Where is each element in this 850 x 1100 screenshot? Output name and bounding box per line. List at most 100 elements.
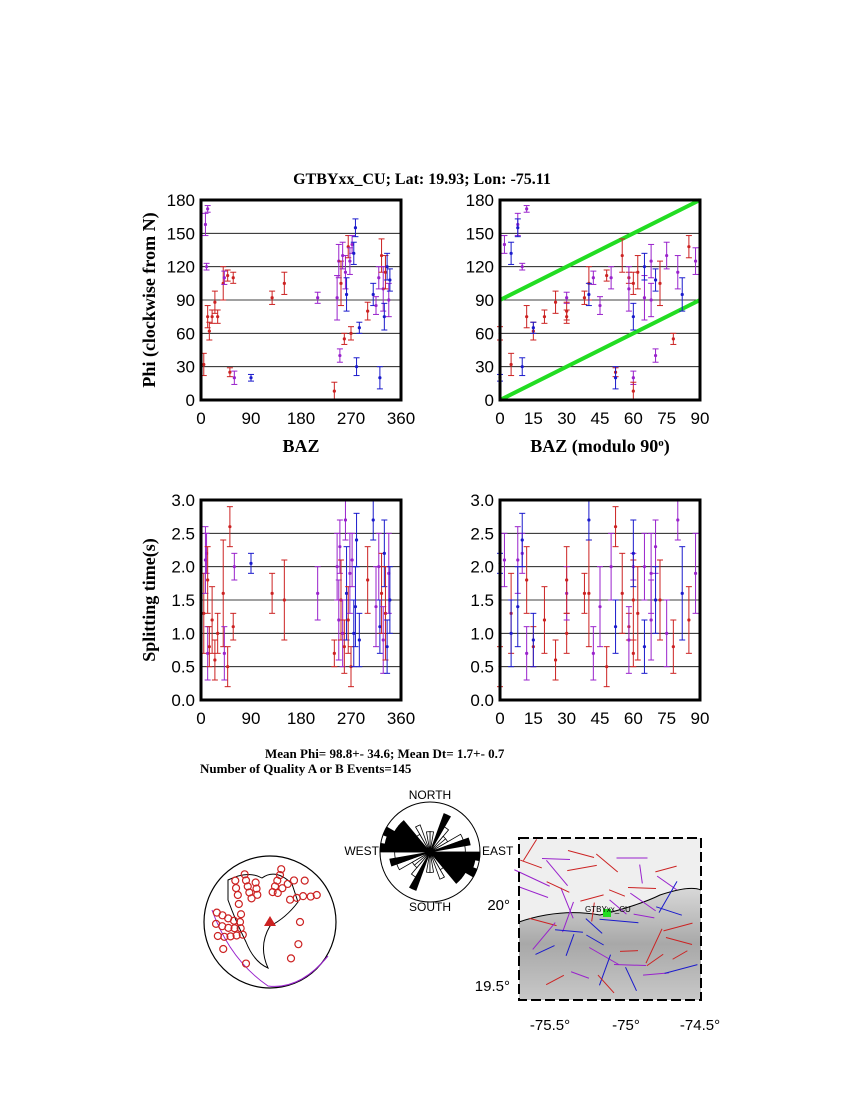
map-lon-tick-75-5: -75.5°: [530, 1017, 570, 1034]
map-bar: [585, 918, 603, 934]
data-point: [509, 631, 513, 635]
data-point: [598, 303, 602, 308]
map-bar: [560, 887, 574, 919]
data-point: [207, 329, 211, 333]
x-tick-label: 45: [591, 409, 610, 428]
data-point: [658, 598, 662, 602]
map-bar: [520, 859, 542, 869]
map-bar: [639, 864, 643, 884]
map-bar: [570, 971, 590, 979]
data-point: [671, 645, 675, 649]
data-point: [520, 538, 524, 542]
map-bar: [517, 886, 549, 898]
data-point: [676, 518, 680, 522]
x-axis-label-superscript: o: [658, 437, 664, 449]
data-point: [693, 571, 698, 575]
y-tick-label: 120: [167, 258, 195, 277]
globe-event: [306, 892, 315, 901]
data-point: [525, 207, 529, 211]
data-point: [509, 362, 513, 367]
map-bar: [630, 892, 656, 912]
x-tick-label: 360: [387, 409, 415, 428]
data-point: [609, 565, 613, 569]
x-tick-label: 360: [387, 709, 415, 728]
data-point: [525, 578, 529, 582]
y-axis-label: Splitting time(s): [139, 538, 160, 662]
x-tick-label: 0: [495, 409, 504, 428]
data-point: [206, 207, 210, 211]
data-point: [653, 353, 658, 358]
data-point: [582, 296, 587, 300]
globe-plate-boundary: [211, 909, 329, 987]
data-point: [216, 631, 220, 635]
globe-event: [251, 878, 260, 887]
data-point: [687, 245, 691, 249]
data-point: [210, 618, 214, 622]
data-point: [565, 309, 569, 313]
globe-event: [243, 882, 252, 891]
y-tick-label: 3.0: [470, 491, 494, 510]
map-bar: [546, 860, 568, 886]
data-point: [553, 658, 558, 662]
map-bar: [664, 964, 698, 974]
map-bar: [655, 865, 677, 873]
map-frame: [518, 837, 702, 1001]
data-point: [341, 631, 345, 635]
map-bar: [522, 839, 538, 861]
data-point: [381, 638, 385, 642]
y-tick-label: 150: [466, 224, 494, 243]
summary-line-2: Number of Quality A or B Events=145: [200, 761, 412, 776]
data-point: [565, 631, 569, 635]
data-point: [653, 545, 658, 549]
map-bar: [567, 864, 597, 872]
x-axis-label-end: ): [664, 436, 670, 457]
data-point: [316, 296, 320, 300]
data-point: [354, 538, 359, 542]
data-point: [213, 300, 217, 304]
data-point: [642, 296, 647, 300]
x-tick-label: 75: [657, 709, 676, 728]
map-bar: [532, 922, 556, 950]
data-point: [649, 618, 653, 622]
rose-diagram: NORTH SOUTH WEST EAST: [344, 788, 514, 914]
panel-dt_baz_mod90: 0.0 0.5 1.0 1.5 2.0 2.5 3.0 0 15 30 45 60 75 90: [470, 491, 709, 728]
figure-title: GTBYxx_CU; Lat: 19.93; Lon: -75.11: [293, 171, 551, 188]
y-tick-label: 150: [167, 224, 195, 243]
map-bar: [514, 869, 550, 887]
data-point: [516, 605, 520, 609]
data-point: [516, 226, 520, 230]
data-point: [270, 591, 274, 595]
map-bar: [541, 858, 571, 860]
globe-event: [231, 876, 240, 885]
map-bar: [625, 967, 637, 991]
y-tick-label: 0.5: [171, 658, 195, 677]
x-tick-label: 90: [242, 409, 261, 428]
y-tick-label: 30: [475, 358, 494, 377]
globe-event: [219, 944, 228, 954]
data-point: [335, 296, 339, 300]
event-globe: [203, 855, 337, 989]
rose-petal: [429, 851, 445, 880]
data-point: [353, 226, 358, 230]
data-point: [349, 331, 353, 335]
panel-phi_baz: 0 30 60 90 120 150 180 0 90 180 270 360 BAZ Phi (cloc…: [139, 191, 415, 456]
data-point: [374, 605, 378, 609]
data-point: [542, 315, 547, 319]
data-point: [693, 259, 698, 263]
data-point: [642, 645, 647, 649]
map-bar: [599, 918, 639, 924]
data-point: [282, 281, 286, 285]
data-point: [342, 645, 346, 649]
data-point: [631, 281, 635, 285]
rose-petal: [410, 851, 431, 878]
y-tick-label: 2.5: [171, 524, 195, 543]
data-point: [520, 265, 524, 269]
rose-petal: [429, 851, 435, 873]
rose-label-west: WEST: [344, 844, 379, 858]
plot-frame: [498, 498, 702, 702]
globe-event: [226, 932, 235, 941]
data-point: [525, 315, 529, 319]
panel-dt_baz: 0.0 0.5 1.0 1.5 2.0 2.5 3.0 0 90 180 270 360 Splitti…: [139, 491, 415, 728]
reference-line: [499, 198, 701, 302]
